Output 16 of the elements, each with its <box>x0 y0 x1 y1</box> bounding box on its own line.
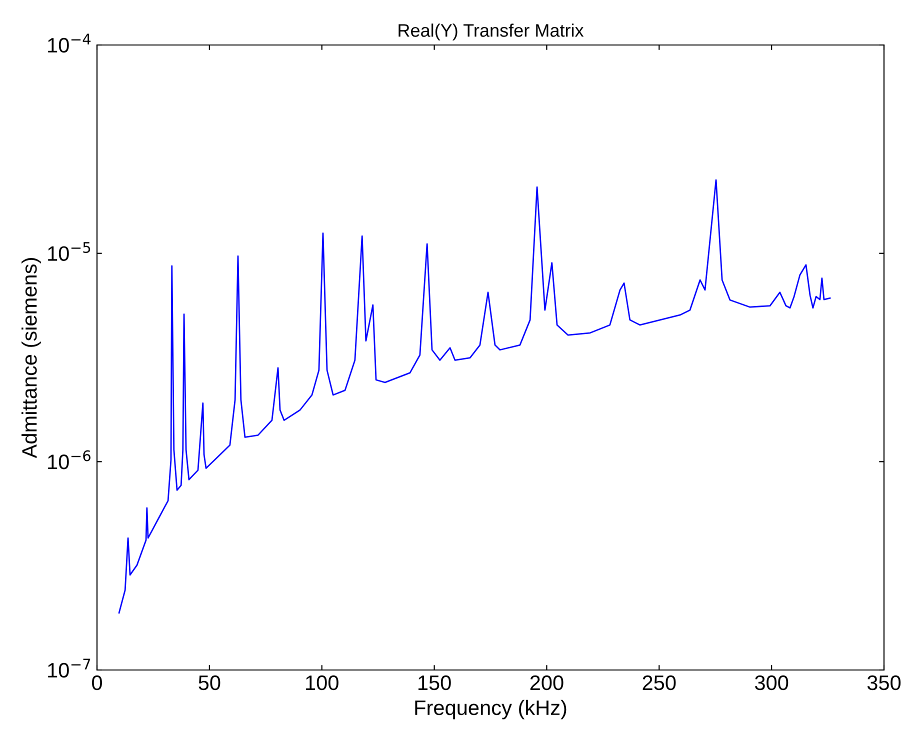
chart-title: Real(Y) Transfer Matrix <box>398 24 584 40</box>
x-tick-label: 350 <box>867 675 901 690</box>
y-tick-label: 10$^{−5}$ <box>48 242 90 261</box>
y-tick-label: 10$^{−4}$ <box>48 34 91 53</box>
y-tick-label: 10$^{−6}$ <box>48 450 90 470</box>
line-series <box>118 179 831 614</box>
x-tick-label: 300 <box>754 675 788 690</box>
x-axis-title: Frequency (kHz) <box>415 700 566 720</box>
x-tick-label: 0 <box>92 675 102 690</box>
x-tick-label: 50 <box>198 675 220 690</box>
x-tick-label: 150 <box>418 675 451 690</box>
y-axis-title: Admittance (siemens) <box>22 258 41 458</box>
x-tick-label: 200 <box>530 675 564 690</box>
x-tick-label: 250 <box>642 675 676 690</box>
x-tick-label: 100 <box>306 675 338 690</box>
y-tick-label: 10$^{−7}$ <box>48 658 90 678</box>
